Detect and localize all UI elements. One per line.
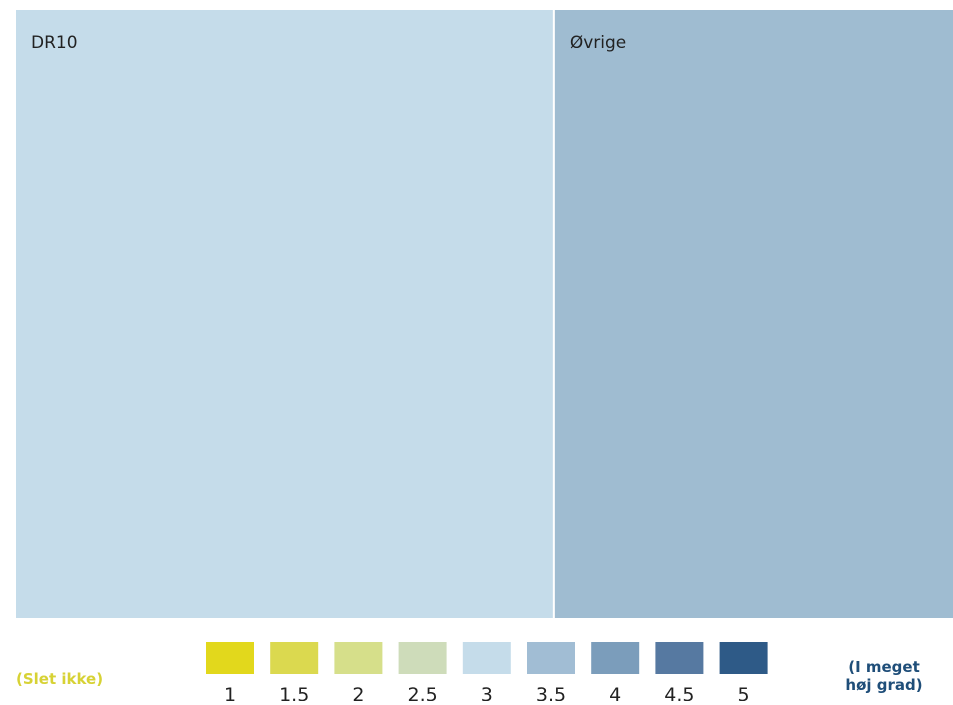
legend-swatch <box>462 642 511 674</box>
legend-step: 3 <box>462 642 511 705</box>
legend-step: 4.5 <box>655 642 704 705</box>
tiles-layer: DR10 Øvrige <box>16 10 953 618</box>
legend-step-label: 5 <box>738 684 750 701</box>
legend-high-label-line: (I meget <box>848 658 920 676</box>
legend-step: 5 <box>719 642 768 705</box>
legend-swatch <box>591 642 640 674</box>
legend-step-label: 1 <box>224 684 236 701</box>
tile-label: Øvrige <box>570 33 626 53</box>
legend-step-label: 1.5 <box>279 684 309 701</box>
legend-step-label: 2.5 <box>407 684 437 701</box>
legend-step-label: 2 <box>352 684 364 701</box>
legend-swatch <box>270 642 319 674</box>
legend-step: 3.5 <box>527 642 575 705</box>
legend-swatch <box>527 642 575 674</box>
legend-step-label: 4.5 <box>664 684 694 701</box>
legend-swatch <box>206 642 254 674</box>
treemap-tile[interactable]: Øvrige <box>554 10 953 618</box>
legend-swatch <box>655 642 704 674</box>
tile-rect[interactable] <box>554 10 953 618</box>
tile-label: DR10 <box>31 33 78 53</box>
tile-rect[interactable] <box>16 10 553 618</box>
legend-low-label: (Slet ikke) <box>16 670 103 688</box>
legend-swatch <box>334 642 383 674</box>
legend-swatch <box>398 642 447 674</box>
legend-high-label: (I meget høj grad) <box>845 658 922 694</box>
legend-step-label: 3.5 <box>536 684 566 701</box>
legend-step-label: 3 <box>481 684 493 701</box>
legend-step: 1.5 <box>270 642 319 705</box>
legend-step: 1 <box>206 642 254 705</box>
legend-step: 4 <box>591 642 640 705</box>
legend-step: 2.5 <box>398 642 447 705</box>
legend-step: 2 <box>334 642 383 705</box>
treemap-tile[interactable]: DR10 <box>16 10 553 618</box>
legend-swatch <box>719 642 768 674</box>
legend-step-label: 4 <box>609 684 621 701</box>
color-legend: (Slet ikke) 1 1.5 2 2.5 3 3.5 4 4.5 5 (I meget høj … <box>16 642 923 705</box>
legend-high-label-line: høj grad) <box>845 676 922 694</box>
